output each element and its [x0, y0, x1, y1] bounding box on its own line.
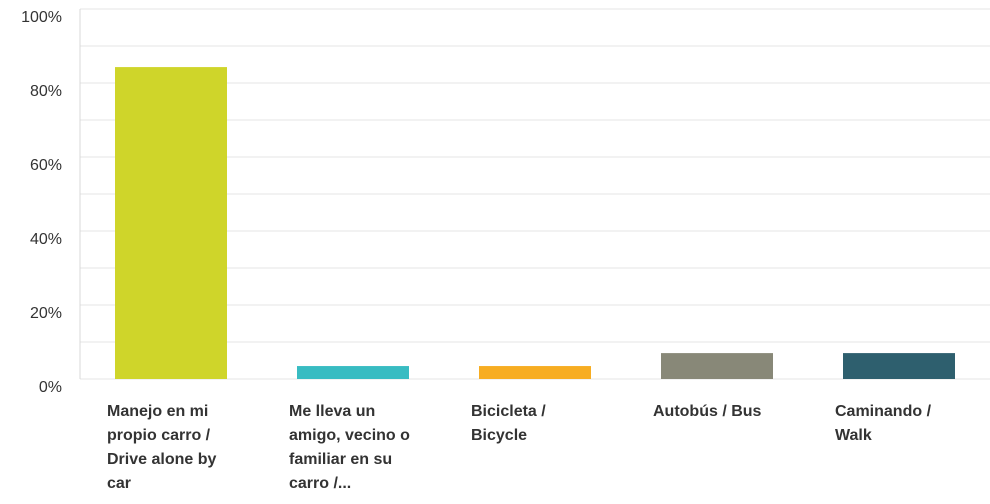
bar: [297, 366, 409, 379]
y-tick-label: 80%: [30, 83, 62, 100]
x-tick-label: Autobús / Bus: [653, 403, 762, 420]
y-tick-label: 0%: [39, 379, 62, 396]
y-tick-label: 100%: [21, 9, 62, 26]
x-tick-label: Bicicleta / Bicycle: [471, 403, 546, 444]
y-tick-label: 20%: [30, 305, 62, 322]
y-tick-label: 60%: [30, 157, 62, 174]
y-tick-label: 40%: [30, 231, 62, 248]
x-tick-label: Manejo en mi propio carro / Drive alone …: [107, 403, 217, 492]
bar: [115, 67, 227, 379]
bar: [843, 353, 955, 379]
bar: [479, 366, 591, 379]
x-tick-label: Me lleva un amigo, vecino o familiar en …: [289, 403, 410, 492]
x-tick-label: Caminando / Walk: [835, 403, 932, 444]
bar: [661, 353, 773, 379]
